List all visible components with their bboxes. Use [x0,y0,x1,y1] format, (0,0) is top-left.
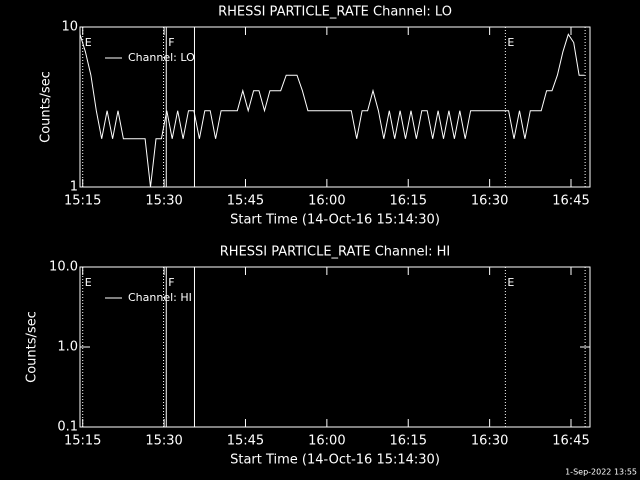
y-axis-label: Counts/sec [39,71,54,143]
x-tick-label: 16:45 [552,194,589,209]
x-tick-label: 15:30 [145,194,182,209]
x-tick-label: 16:00 [308,194,345,209]
x-tick-label: 16:15 [390,194,427,209]
x-tick-label: 15:45 [227,434,264,449]
y-axis-label: Counts/sec [25,311,40,383]
event-label: E [507,36,514,49]
y-tick-label: 1.0 [57,340,78,355]
x-tick-label: 16:45 [552,434,589,449]
legend-label: Channel: LO [128,51,195,64]
x-tick-label: 16:15 [390,434,427,449]
chart-title: RHESSI PARTICLE_RATE Channel: LO [218,5,452,20]
event-label: F [168,36,174,49]
y-tick-label: 10.0 [49,260,78,275]
x-axis-label: Start Time (14-Oct-16 15:14:30) [230,453,440,468]
x-tick-label: 15:45 [227,194,264,209]
y-tick-label: 10 [61,20,78,35]
legend-label: Channel: HI [128,291,192,304]
event-label: E [85,36,92,49]
event-label: E [85,276,92,289]
x-tick-label: 15:15 [64,434,101,449]
chart-title: RHESSI PARTICLE_RATE Channel: HI [220,245,450,260]
event-label: E [507,276,514,289]
footer-date: 1-Sep-2022 13:55 [565,468,637,477]
x-tick-label: 16:30 [471,434,508,449]
y-tick-label: 0.1 [57,420,78,435]
event-label: F [168,276,174,289]
x-axis-label: Start Time (14-Oct-16 15:14:30) [230,213,440,228]
data-line [79,33,585,188]
y-tick-label: 1 [70,180,78,195]
x-tick-label: 15:30 [145,434,182,449]
x-tick-label: 15:15 [64,194,101,209]
x-tick-label: 16:30 [471,194,508,209]
x-tick-label: 16:00 [308,434,345,449]
plot-frame [79,26,591,188]
